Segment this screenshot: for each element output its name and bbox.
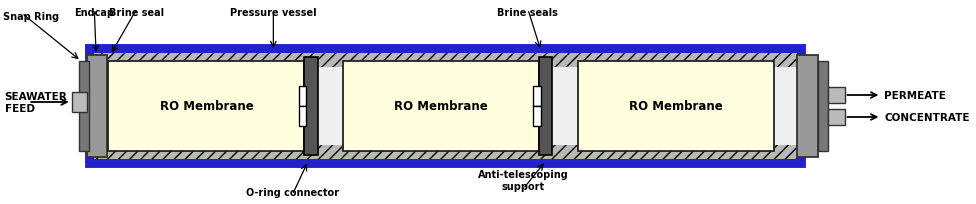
Text: Snap Ring: Snap Ring xyxy=(3,12,59,22)
Bar xyxy=(578,62,774,151)
Bar xyxy=(299,106,306,126)
Text: CONCENTRATE: CONCENTRATE xyxy=(884,112,969,122)
Text: Brine seals: Brine seals xyxy=(498,8,558,18)
Text: RO Membrane: RO Membrane xyxy=(159,100,254,113)
Text: SEAWATER
FEED: SEAWATER FEED xyxy=(5,92,67,113)
Text: PERMEATE: PERMEATE xyxy=(884,91,946,101)
Bar xyxy=(534,106,541,126)
Bar xyxy=(534,86,541,106)
Bar xyxy=(79,62,89,151)
Bar xyxy=(95,68,797,145)
Bar xyxy=(95,145,797,159)
Bar xyxy=(818,62,828,151)
Text: Brine seal: Brine seal xyxy=(109,8,164,18)
Bar xyxy=(828,88,844,103)
Bar xyxy=(828,110,844,125)
Bar xyxy=(305,58,317,155)
Bar xyxy=(299,86,306,106)
Text: RO Membrane: RO Membrane xyxy=(394,100,488,113)
Bar xyxy=(344,62,539,151)
Text: Anti-telescoping
support: Anti-telescoping support xyxy=(478,170,568,191)
Text: RO Membrane: RO Membrane xyxy=(629,100,722,113)
Bar xyxy=(539,58,552,155)
Text: Pressure vessel: Pressure vessel xyxy=(230,8,316,18)
Bar xyxy=(87,56,107,157)
Bar xyxy=(95,54,797,68)
Bar xyxy=(108,62,305,151)
Bar xyxy=(797,56,818,157)
Bar xyxy=(71,93,87,112)
Text: O-ring connector: O-ring connector xyxy=(246,187,339,197)
Bar xyxy=(93,52,799,161)
Text: Endcap: Endcap xyxy=(74,8,114,18)
